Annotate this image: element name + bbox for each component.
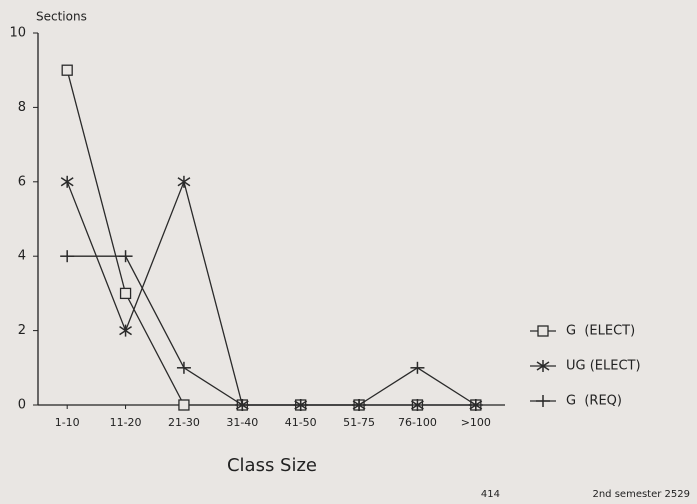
y-tick-label: 0 [18,398,26,413]
x-tick-label: 21-30 [168,416,200,429]
legend-marker [537,325,549,337]
data-point [176,361,191,374]
x-tick-label: 51-75 [343,416,375,429]
y-tick-label: 8 [18,100,26,115]
x-axis-label: Class Size [227,455,317,476]
x-tick-label: 76-100 [398,416,437,429]
x-tick-label: >100 [461,416,491,429]
data-point [119,324,132,337]
series-line [67,255,477,406]
data-point [410,361,425,374]
marker-square [61,64,73,76]
data-point [60,175,74,188]
x-tick-label: 41-50 [285,416,317,429]
data-point [119,287,132,300]
data-point [293,399,308,411]
marker-square [178,399,190,411]
x-tick-label: 31-40 [226,416,258,429]
data-point [411,399,424,411]
data-point [60,250,75,263]
y-tick-label: 2 [18,323,26,338]
data-point [118,250,133,263]
x-tick-label: 1-10 [55,416,80,429]
data-point [178,399,190,411]
marker-square [119,287,132,300]
data-point [468,399,483,411]
legend-marker [536,360,550,372]
legend-label: G (ELECT) [566,324,635,339]
marker-square [537,325,549,337]
x-tick-label: 11-20 [110,416,142,429]
y-tick-label: 4 [18,249,26,264]
footer-note: 2nd semester 2529 [592,489,690,500]
data-point [235,399,250,411]
data-point [352,399,367,411]
marker-stroke [119,325,132,336]
marker-stroke [411,400,424,410]
legend-marker [536,395,550,407]
legend-label: UG (ELECT) [566,359,641,374]
marker-stroke [60,177,74,187]
page-number: 414 [481,489,500,500]
marker-stroke [536,361,550,371]
data-point [61,64,73,76]
data-point [177,175,191,188]
y-tick-label: 6 [18,174,26,189]
y-tick-label: 10 [9,26,26,41]
legend-label: G (REQ) [566,394,622,409]
y-axis-label: Sections [36,10,87,24]
marker-stroke [177,177,191,187]
